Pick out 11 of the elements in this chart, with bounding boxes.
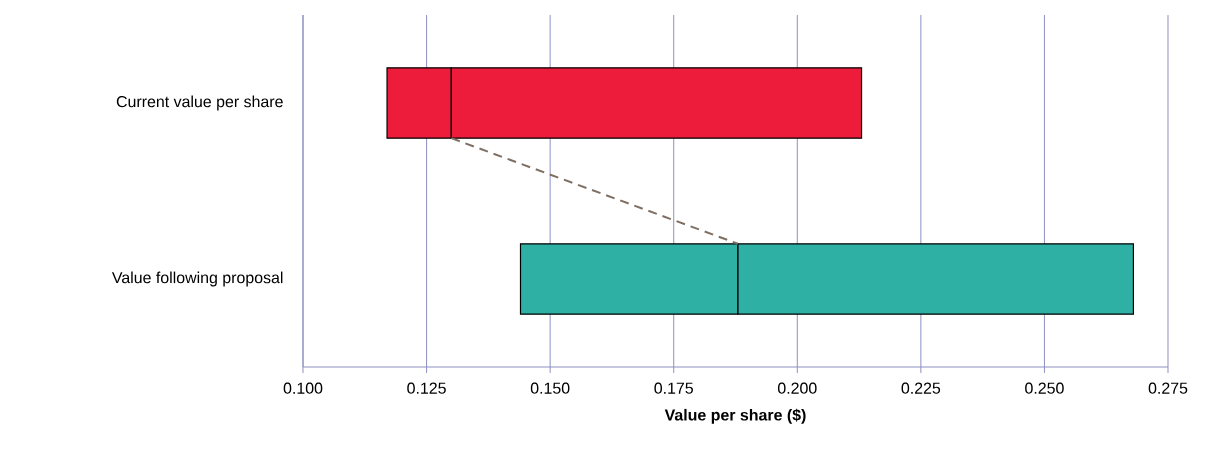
- x-tick-label: 0.175: [654, 382, 693, 394]
- x-tick-label: 0.100: [283, 382, 323, 394]
- y-tick-label: Current value per share: [116, 95, 283, 111]
- x-tick-label: 0.225: [901, 382, 941, 394]
- x-tick-label: 0.250: [1025, 382, 1064, 394]
- x-axis-title: Value per share ($): [664, 408, 806, 424]
- x-tick-label: 0.200: [777, 382, 817, 394]
- x-tick-label: 0.275: [1148, 382, 1188, 394]
- y-tick-label: Value following proposal: [111, 271, 283, 287]
- x-tick-label: 0.125: [407, 382, 446, 394]
- x-tick-label: 0.150: [530, 382, 570, 394]
